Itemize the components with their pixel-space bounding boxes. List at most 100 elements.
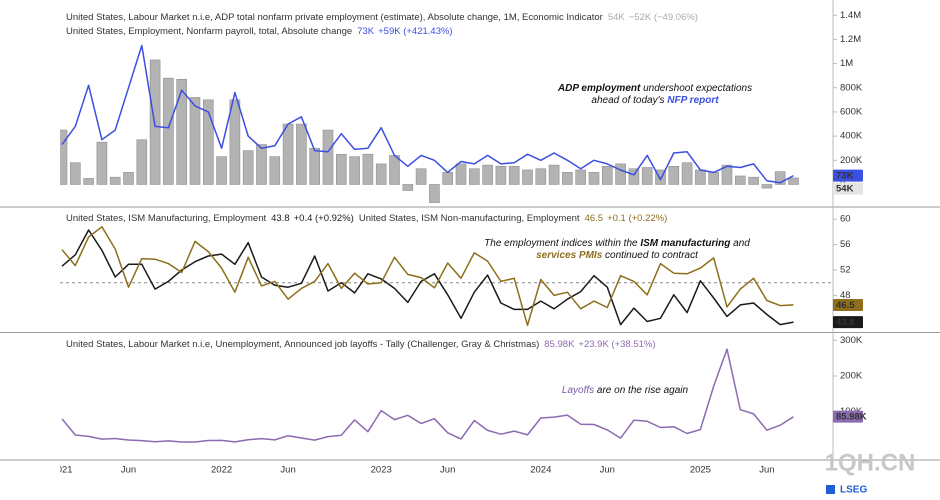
bar	[668, 166, 680, 185]
legend-value: 43.8	[271, 213, 290, 224]
bar	[163, 77, 174, 185]
annotation-part: continued to contract	[602, 250, 699, 261]
bar	[548, 164, 560, 185]
annotation: services PMIs continued to contract	[536, 250, 699, 261]
bar	[508, 166, 520, 185]
annotation-part: Layoffs	[562, 385, 594, 396]
last-value-label: 73K	[836, 171, 854, 182]
legend-entry: United States, ISM Manufacturing, Employ…	[66, 213, 354, 224]
bar	[309, 147, 321, 185]
last-value-badge	[833, 298, 863, 311]
legend-entry: United States, Employment, Nonfarm payro…	[66, 26, 453, 37]
bar	[242, 150, 254, 185]
bar	[482, 164, 493, 185]
bar	[788, 177, 799, 185]
line-series	[61, 44, 794, 184]
legend-change: +0.4 (+0.92%)	[294, 213, 354, 224]
bar	[96, 141, 108, 185]
bar	[136, 139, 148, 185]
bar	[495, 166, 507, 185]
legend-name: United States, Labour Market n.i.e, Unem…	[66, 339, 539, 350]
legend-entry: United States, ISM Non-manufacturing, Em…	[359, 213, 667, 224]
bar	[415, 168, 427, 185]
last-value-badge	[833, 316, 863, 329]
bar	[229, 99, 241, 185]
bar	[349, 156, 360, 185]
bar	[442, 172, 454, 185]
bar	[70, 162, 81, 185]
x-tick-label: Jun	[280, 465, 295, 476]
bar	[615, 163, 626, 185]
legend-entry: United States, Labour Market n.i.e, ADP …	[66, 12, 698, 23]
bar	[296, 123, 307, 185]
last-value-badge	[833, 169, 863, 182]
bar	[468, 168, 480, 185]
legend-value: 54K	[608, 12, 626, 23]
annotation: ADP employment undershoot expectations	[557, 83, 752, 94]
bar	[695, 169, 706, 185]
y-tick-label: 1M	[840, 58, 853, 69]
y-tick-label: 56	[840, 239, 851, 250]
bar	[429, 184, 440, 203]
bar	[522, 169, 533, 185]
x-tick-label: Jun	[600, 465, 615, 476]
x-tick-label: 2025	[690, 465, 711, 476]
legend-value: 85.98K	[544, 339, 575, 350]
x-tick-label: 2022	[211, 465, 232, 476]
y-tick-label: 48	[840, 290, 851, 301]
y-tick-label: 200K	[840, 155, 863, 166]
y-tick-label: 52	[840, 265, 851, 276]
bar	[203, 99, 214, 185]
bar	[748, 176, 759, 185]
x-tick-label: Jun	[121, 465, 136, 476]
bar	[269, 156, 281, 185]
bar	[601, 166, 613, 185]
y-tick-label: 200K	[840, 371, 863, 382]
bar	[708, 172, 720, 185]
x-tick-label: 2023	[371, 465, 392, 476]
bar	[455, 163, 467, 185]
bar	[734, 175, 746, 185]
last-value-label: 54K	[836, 184, 854, 195]
legend-change: +0.1 (+0.22%)	[607, 213, 667, 224]
bar	[562, 172, 573, 185]
annotation-part: services PMIs	[536, 250, 603, 261]
bar	[389, 155, 400, 185]
x-tick-label: Jun	[440, 465, 455, 476]
bar	[375, 163, 387, 185]
legend-name: United States, Labour Market n.i.e, ADP …	[66, 12, 603, 23]
legend-value: 73K	[357, 26, 375, 37]
y-tick-label: 60	[840, 214, 851, 225]
bar	[109, 176, 121, 185]
y-tick-label: 800K	[840, 82, 863, 93]
legend-change: +59K (+421.43%)	[378, 26, 452, 37]
last-value-label: 85.98K	[836, 412, 867, 423]
bar	[60, 129, 68, 185]
watermark: 1QH.CN	[825, 449, 916, 476]
last-value-label: 43.8	[836, 317, 855, 328]
line-series	[61, 226, 794, 327]
plot-area: 2021 Jun 2022 Jun 2023 Jun 2024 Jun 2025 Jun	[51, 44, 833, 476]
annotation-part: undershoot expectations	[640, 83, 752, 94]
annotation-part: and	[730, 238, 750, 249]
legend-change: −52K (−49.06%)	[629, 12, 698, 23]
bar	[256, 144, 267, 185]
bar	[628, 168, 640, 185]
bar	[535, 168, 547, 185]
bar	[282, 123, 294, 185]
annotation-part: ISM manufacturing	[640, 238, 730, 249]
bar	[123, 172, 134, 185]
x-tick-label: 2024	[530, 465, 551, 476]
bar	[189, 97, 201, 185]
bar	[641, 167, 653, 185]
y-tick-label: 400K	[840, 131, 863, 142]
annotation: Layoffs are on the rise again	[562, 385, 689, 396]
annotation-part: are on the rise again	[594, 385, 688, 396]
annotation: The employment indices within the ISM ma…	[484, 238, 750, 249]
annotation-part: ADP employment	[557, 83, 641, 94]
x-tick-label: 2021	[51, 465, 72, 476]
x-tick-label: Jun	[759, 465, 774, 476]
legend-name: United States, ISM Manufacturing, Employ…	[66, 213, 266, 224]
source-logo	[826, 485, 835, 494]
